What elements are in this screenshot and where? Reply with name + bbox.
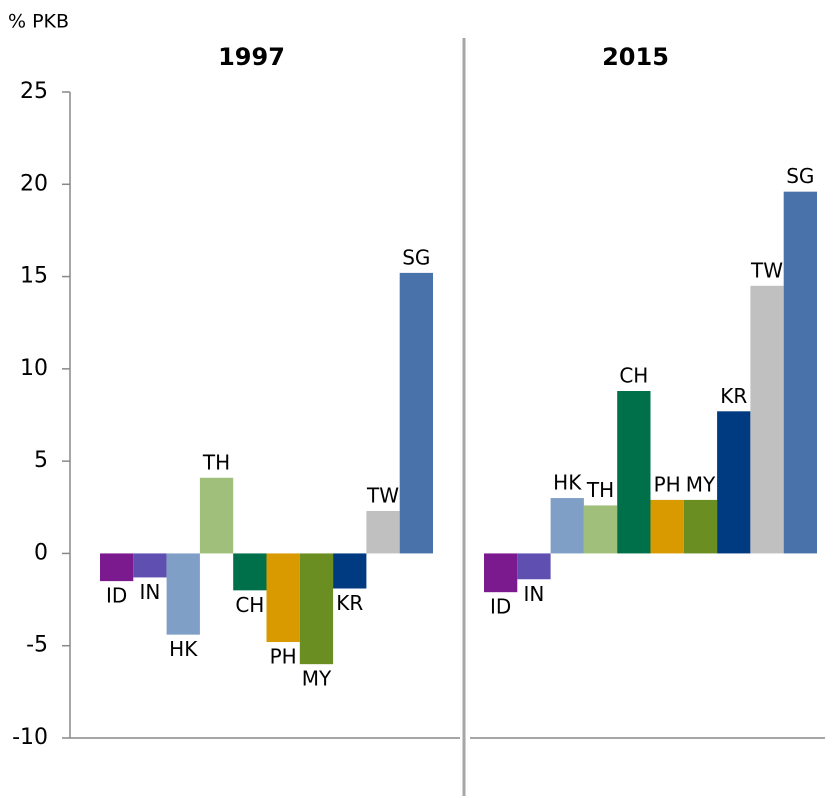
bar (199, 477, 234, 554)
bar (617, 391, 651, 554)
bar (399, 272, 433, 554)
bar-label: MY (686, 472, 716, 496)
bar (233, 553, 267, 591)
bar-label: CH (235, 593, 264, 617)
bar (683, 499, 718, 554)
bar-label: CH (619, 364, 648, 388)
panel-title: 2015 (602, 43, 669, 71)
y-tick-label: -5 (26, 633, 48, 658)
y-tick-label: 15 (20, 264, 48, 289)
bar (299, 553, 334, 665)
bar-label: PH (270, 645, 297, 669)
y-tick-label: 0 (34, 540, 48, 565)
bar-label: ID (490, 595, 511, 619)
bar-label: TH (586, 478, 614, 502)
bar (100, 553, 134, 582)
bar (750, 285, 784, 554)
bar-label: ID (106, 584, 127, 608)
bar (266, 553, 300, 643)
bar (550, 498, 584, 554)
bar-label: HK (553, 471, 582, 495)
bar-label: KR (720, 384, 747, 408)
y-axis-label: % PKB (8, 11, 69, 33)
bar-label: TW (366, 483, 399, 507)
bar-label: SG (402, 245, 430, 269)
bar (717, 411, 751, 554)
bar (517, 553, 551, 580)
bar (650, 499, 684, 554)
bar (133, 553, 167, 578)
bar-label: HK (169, 637, 198, 661)
y-tick-label: 25 (20, 79, 48, 104)
bar-label: MY (302, 667, 332, 691)
bar-label: PH (654, 472, 681, 496)
bar-label: IN (524, 582, 545, 606)
bar-label: TW (750, 258, 783, 282)
bar (783, 191, 817, 554)
y-tick-label: 5 (34, 448, 48, 473)
bar (583, 505, 618, 554)
panel-title: 1997 (218, 43, 285, 71)
bar (333, 553, 367, 589)
bar-label: SG (786, 164, 814, 188)
y-tick-label: -10 (12, 725, 48, 750)
y-tick-label: 10 (20, 356, 48, 381)
bar-label: TH (202, 450, 230, 474)
bar-label: IN (140, 580, 161, 604)
bar-label: KR (336, 591, 363, 615)
bar (484, 553, 518, 593)
y-tick-label: 20 (20, 171, 48, 196)
bar (366, 510, 400, 554)
bar (166, 553, 200, 635)
